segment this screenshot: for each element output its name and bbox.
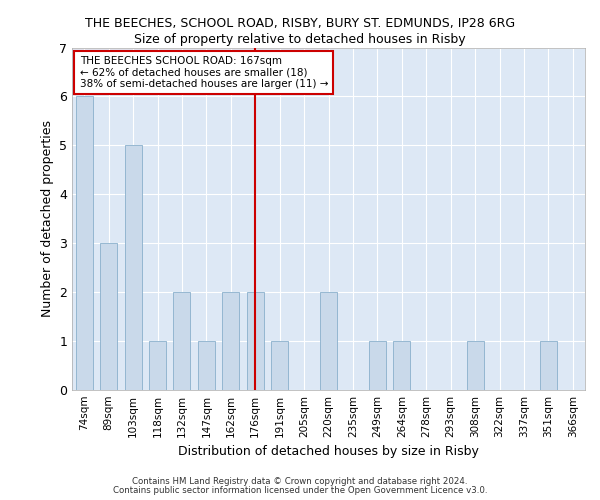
- Bar: [198, 341, 215, 390]
- Bar: [467, 341, 484, 390]
- Y-axis label: Number of detached properties: Number of detached properties: [41, 120, 53, 318]
- Text: THE BEECHES SCHOOL ROAD: 167sqm
← 62% of detached houses are smaller (18)
38% of: THE BEECHES SCHOOL ROAD: 167sqm ← 62% of…: [80, 56, 328, 90]
- Bar: [247, 292, 264, 390]
- Bar: [149, 341, 166, 390]
- Bar: [320, 292, 337, 390]
- Bar: [76, 96, 93, 390]
- Bar: [271, 341, 288, 390]
- Bar: [100, 243, 117, 390]
- Text: THE BEECHES, SCHOOL ROAD, RISBY, BURY ST. EDMUNDS, IP28 6RG: THE BEECHES, SCHOOL ROAD, RISBY, BURY ST…: [85, 18, 515, 30]
- X-axis label: Distribution of detached houses by size in Risby: Distribution of detached houses by size …: [178, 446, 479, 458]
- Bar: [125, 146, 142, 390]
- Text: Contains HM Land Registry data © Crown copyright and database right 2024.: Contains HM Land Registry data © Crown c…: [132, 477, 468, 486]
- Bar: [393, 341, 410, 390]
- Bar: [540, 341, 557, 390]
- Text: Contains public sector information licensed under the Open Government Licence v3: Contains public sector information licen…: [113, 486, 487, 495]
- Text: Size of property relative to detached houses in Risby: Size of property relative to detached ho…: [134, 32, 466, 46]
- Bar: [222, 292, 239, 390]
- Bar: [173, 292, 190, 390]
- Bar: [369, 341, 386, 390]
